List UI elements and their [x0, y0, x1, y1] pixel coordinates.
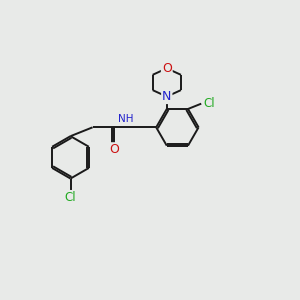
Text: H: H [121, 114, 128, 124]
Text: N: N [162, 90, 172, 103]
Text: Cl: Cl [204, 97, 215, 110]
Text: Cl: Cl [65, 191, 76, 204]
Text: N: N [118, 114, 126, 124]
Text: NH: NH [118, 114, 134, 124]
Text: O: O [162, 62, 172, 75]
Text: O: O [109, 143, 119, 156]
